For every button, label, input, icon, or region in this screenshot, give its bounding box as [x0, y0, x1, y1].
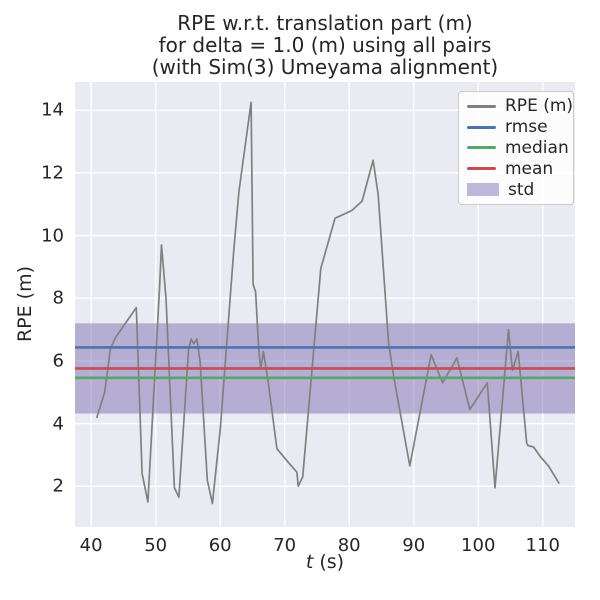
legend-line-sample [467, 104, 496, 108]
y-tick-label-2: 2 [52, 475, 64, 497]
x-axis-label-unit: (s) [319, 551, 345, 573]
legend-item-rpe-m: RPE (m) [467, 96, 573, 116]
x-tick-label-110: 110 [525, 535, 560, 556]
plot-canvas [75, 82, 575, 527]
chart-title: RPE w.r.t. translation part (m) for delt… [75, 12, 575, 78]
legend-label: mean [505, 158, 554, 179]
x-tick-label-90: 90 [402, 535, 426, 556]
legend: RPE (m) rmse median mean std [458, 91, 574, 205]
legend-item-median: median [467, 138, 569, 158]
x-tick-label-50: 50 [144, 535, 168, 556]
x-tick-label-100: 100 [461, 535, 496, 556]
legend-patch-sample [467, 183, 499, 197]
x-axis-label-variable: t [305, 551, 314, 573]
legend-label: rmse [505, 117, 548, 138]
x-tick-label-60: 60 [208, 535, 232, 556]
legend-item-mean: mean [467, 159, 565, 179]
y-tick-label-8: 8 [52, 287, 64, 309]
rpe-line [96, 101, 560, 505]
legend-label: median [505, 137, 569, 158]
legend-item-rmse: rmse [467, 117, 565, 137]
x-tick-label-40: 40 [79, 535, 103, 556]
legend-label: RPE (m) [505, 96, 574, 117]
legend-item-std: std [467, 180, 565, 200]
legend-line-sample [467, 146, 496, 150]
chart-title-line1: RPE w.r.t. translation part (m) [177, 11, 473, 35]
legend-label: std [508, 179, 535, 200]
chart-title-line3: (with Sim(3) Umeyama alignment) [151, 55, 499, 79]
y-tick-label-4: 4 [52, 413, 64, 435]
legend-line-sample [467, 167, 496, 171]
x-tick-label-70: 70 [273, 535, 297, 556]
y-tick-label-14: 14 [41, 99, 64, 121]
chart-title-line2: for delta = 1.0 (m) using all pairs [158, 33, 492, 57]
y-tick-label-10: 10 [41, 225, 64, 247]
y-tick-label-6: 6 [52, 350, 64, 372]
x-tick-label-80: 80 [337, 535, 361, 556]
y-tick-label-12: 12 [41, 162, 64, 184]
x-axis-label: t (s) [75, 551, 575, 573]
legend-line-sample [467, 125, 496, 129]
